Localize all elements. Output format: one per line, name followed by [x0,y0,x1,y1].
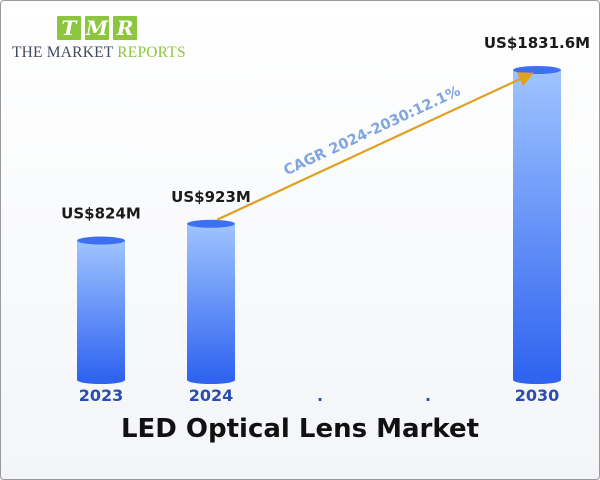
bar-2030 [513,70,561,380]
cagr-annotation: CAGR 2024-2030:12.1% [282,83,464,179]
data-label-2023: US$824M [61,205,141,223]
logo-letter: R [113,16,137,40]
data-label-2030: US$1831.6M [484,34,590,52]
bar-cap-2030 [513,66,561,74]
bar-base-2023 [77,376,125,384]
x-tick-label: . [317,386,323,405]
bar-2023 [77,240,125,380]
x-tick-label: . [425,386,431,405]
x-tick-label: 2024 [189,386,234,405]
bar-cap-2024 [187,219,235,228]
chart-title: LED Optical Lens Market [120,414,480,444]
logo: T M R THE MARKET REPORTS [12,16,187,68]
logo-letters: T M R [57,16,187,40]
logo-wordmark: THE MARKET REPORTS [12,44,187,62]
logo-word-b: REPORTS [117,44,186,61]
logo-letter: T [57,16,81,40]
logo-letter: M [85,16,109,40]
bar-base-2024 [187,376,235,384]
bar-2024 [187,223,235,380]
x-tick-label: 2030 [515,386,560,405]
data-label-2024: US$923M [171,188,251,206]
bar-cap-2023 [77,236,125,245]
logo-word-a: THE MARKET [12,44,118,61]
x-tick-label: 2023 [79,386,124,405]
bar-base-2030 [513,376,561,384]
cagr-arrow [216,72,534,221]
